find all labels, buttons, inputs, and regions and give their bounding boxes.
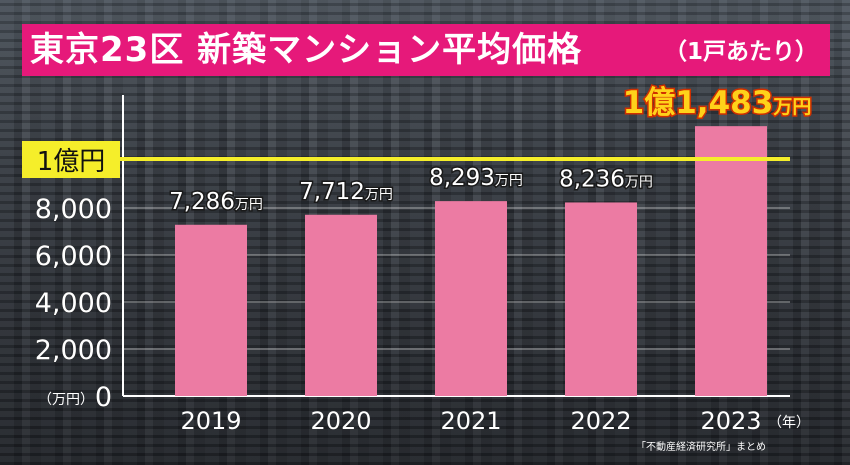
x-tick-label: 2022	[570, 407, 631, 435]
chart-subtitle: （1戸あたり）	[664, 39, 819, 65]
x-tick-label: 2020	[310, 407, 371, 435]
y-tick-label: 4,000	[35, 288, 112, 319]
data-label-highlight: 1億1,483万円	[623, 85, 812, 121]
bar-2019	[175, 224, 247, 396]
y-tick-label: 8,000	[35, 194, 112, 225]
data-label-unit: 万円	[772, 96, 811, 118]
x-tick-label: 2019	[180, 407, 241, 435]
bar-2021	[435, 201, 507, 396]
data-label: 7,286万円	[169, 189, 263, 215]
data-label-unit: 万円	[365, 187, 393, 203]
x-axis-unit: （年）	[768, 415, 810, 431]
data-label-value: 7,286	[169, 189, 235, 215]
data-label-value: 8,236	[559, 166, 625, 192]
reference-label: 1億円	[37, 147, 106, 177]
data-label-value: 8,293	[429, 165, 495, 191]
y-tick-label: 2,000	[35, 335, 112, 366]
x-tick-label: 2023	[700, 407, 761, 435]
title-banner	[22, 24, 830, 76]
x-tick-label: 2021	[440, 407, 501, 435]
data-label-value: 1億1,483	[623, 85, 774, 121]
data-label: 8,293万円	[429, 165, 523, 191]
y-tick-label: 0	[95, 382, 112, 413]
bar-2023	[695, 126, 767, 396]
source-note: 「不動産経済研究所」まとめ	[636, 442, 766, 453]
data-label-unit: 万円	[495, 173, 523, 189]
y-tick-label: 6,000	[35, 241, 112, 272]
y-axis-unit: （万円）	[38, 392, 94, 408]
data-label: 7,712万円	[299, 179, 393, 205]
bar-2020	[305, 214, 377, 396]
data-label-value: 7,712	[299, 179, 365, 205]
reference-label-box	[22, 141, 120, 178]
data-label: 8,236万円	[559, 166, 653, 192]
data-label-unit: 万円	[235, 197, 263, 213]
data-label-unit: 万円	[625, 174, 653, 190]
bar-2022	[565, 202, 637, 396]
chart-title: 東京23区 新築マンション平均価格	[30, 30, 583, 70]
